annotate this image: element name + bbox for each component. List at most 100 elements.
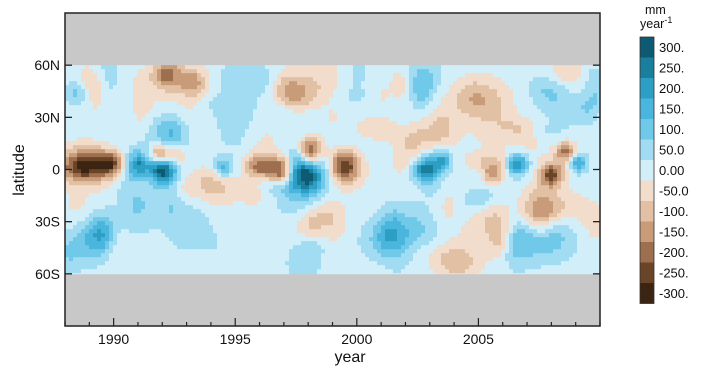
heatmap-cell [393, 69, 398, 74]
heatmap-cell [585, 205, 590, 210]
heatmap-cell [217, 185, 222, 190]
heatmap-cell [233, 137, 238, 142]
heatmap-cell [217, 197, 222, 202]
heatmap-cell [185, 209, 190, 214]
heatmap-cell [461, 185, 466, 190]
heatmap-cell [569, 205, 574, 210]
heatmap-cell [421, 145, 426, 150]
heatmap-cell [205, 133, 210, 138]
heatmap-cell [101, 129, 106, 134]
heatmap-cell [337, 153, 342, 158]
heatmap-cell [141, 149, 146, 154]
heatmap-cell [593, 129, 598, 134]
heatmap-cell [425, 193, 430, 198]
heatmap-cell [389, 93, 394, 98]
heatmap-cell [377, 129, 382, 134]
heatmap-cell [573, 169, 578, 174]
heatmap-cell [233, 85, 238, 90]
heatmap-cell [277, 149, 282, 154]
heatmap-cell [457, 205, 462, 210]
heatmap-cell [577, 89, 582, 94]
heatmap-cell [497, 181, 502, 186]
heatmap-cell [289, 185, 294, 190]
heatmap-cell [81, 117, 86, 122]
heatmap-cell [201, 209, 206, 214]
heatmap-cell [273, 189, 278, 194]
heatmap-cell [369, 173, 374, 178]
heatmap-cell [225, 113, 230, 118]
heatmap-cell [389, 189, 394, 194]
heatmap-cell [109, 173, 114, 178]
heatmap-cell [337, 89, 342, 94]
heatmap-cell [301, 117, 306, 122]
heatmap-cell [461, 157, 466, 162]
heatmap-cell [321, 153, 326, 158]
heatmap-cell [217, 153, 222, 158]
heatmap-cell [481, 197, 486, 202]
heatmap-cell [121, 65, 126, 70]
heatmap-cell [105, 185, 110, 190]
heatmap-cell [525, 117, 530, 122]
heatmap-cell [541, 145, 546, 150]
heatmap-cell [385, 133, 390, 138]
heatmap-cell [241, 153, 246, 158]
heatmap-cell [337, 77, 342, 82]
heatmap-cell [101, 113, 106, 118]
heatmap-cell [253, 93, 258, 98]
heatmap-cell [373, 185, 378, 190]
heatmap-cell [405, 137, 410, 142]
heatmap-cell [533, 125, 538, 130]
heatmap-cell [201, 137, 206, 142]
heatmap-cell [81, 129, 86, 134]
heatmap-cell [241, 133, 246, 138]
heatmap-cell [81, 89, 86, 94]
heatmap-cell [553, 149, 558, 154]
heatmap-cell [105, 153, 110, 158]
heatmap-cell [477, 73, 482, 78]
heatmap-cell [93, 129, 98, 134]
heatmap-cell [541, 205, 546, 210]
heatmap-cell [425, 141, 430, 146]
heatmap-cell [577, 85, 582, 90]
heatmap-cell [201, 121, 206, 126]
heatmap-cell [125, 145, 130, 150]
heatmap-cell [173, 89, 178, 94]
heatmap-cell [565, 121, 570, 126]
heatmap-cell [541, 109, 546, 114]
heatmap-cell [113, 65, 118, 70]
heatmap-cell [77, 153, 82, 158]
heatmap-cell [593, 65, 598, 70]
heatmap-cell [573, 73, 578, 78]
heatmap-cell [257, 117, 262, 122]
heatmap-cell [361, 173, 366, 178]
heatmap-cell [453, 85, 458, 90]
heatmap-cell [337, 85, 342, 90]
heatmap-cell [73, 77, 78, 82]
heatmap-cell [185, 81, 190, 86]
heatmap-cell [169, 209, 174, 214]
heatmap-cell [553, 161, 558, 166]
heatmap-cell [489, 157, 494, 162]
heatmap-cell [453, 185, 458, 190]
heatmap-cell [121, 213, 126, 218]
heatmap-cell [473, 173, 478, 178]
heatmap-cell [433, 161, 438, 166]
heatmap-cell [429, 69, 434, 74]
heatmap-cell [257, 133, 262, 138]
heatmap-cell [269, 129, 274, 134]
heatmap-cell [349, 153, 354, 158]
heatmap-cell [129, 93, 134, 98]
heatmap-cell [313, 161, 318, 166]
heatmap-cell [113, 169, 118, 174]
heatmap-cell [237, 89, 242, 94]
heatmap-cell [461, 137, 466, 142]
heatmap-cell [193, 109, 198, 114]
heatmap-cell [297, 161, 302, 166]
heatmap-cell [273, 181, 278, 186]
heatmap-cell [369, 185, 374, 190]
heatmap-cell [561, 189, 566, 194]
heatmap-cell [209, 97, 214, 102]
heatmap-cell [225, 109, 230, 114]
heatmap-cell [589, 69, 594, 74]
heatmap-cell [569, 145, 574, 150]
